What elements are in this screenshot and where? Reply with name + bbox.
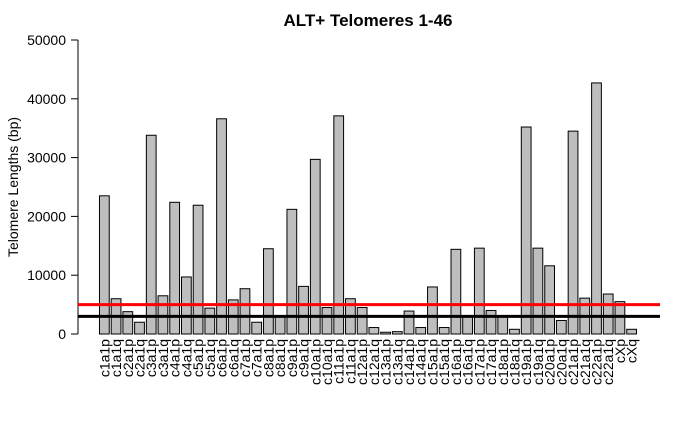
x-tick-label: c13a1p bbox=[378, 339, 394, 385]
bar-c20a1p bbox=[544, 265, 555, 335]
bar-c14a1q bbox=[415, 327, 427, 335]
x-tick-label: c19a1q bbox=[530, 339, 546, 385]
bar-c13a1q bbox=[391, 331, 403, 335]
x-tick-label: c6a1p bbox=[214, 339, 230, 377]
bar-c20a1q bbox=[555, 319, 567, 335]
bar-c4a1p bbox=[169, 201, 181, 335]
x-tick-label: c7a1p bbox=[237, 339, 253, 377]
x-tick-label: c6a1q bbox=[225, 339, 241, 377]
bar-c12a1p bbox=[356, 307, 368, 335]
bar-c21a1p bbox=[567, 130, 579, 335]
x-tick-label: c16a1q bbox=[460, 339, 476, 385]
bar-c9a1p bbox=[286, 208, 298, 335]
x-tick-label: c20a1q bbox=[553, 339, 569, 385]
x-tick-label: c7a1q bbox=[249, 339, 265, 377]
x-tick-label: c5a1p bbox=[190, 339, 206, 377]
x-tick-label: c4a1p bbox=[167, 339, 183, 377]
x-tick-label: c14a1q bbox=[413, 339, 429, 385]
y-axis-ticks: 0 10000 20000 30000 40000 50000 bbox=[27, 32, 78, 342]
y-tick-label: 40000 bbox=[27, 91, 66, 107]
x-tick-label: c15a1p bbox=[424, 339, 440, 385]
bar-c17a1q bbox=[485, 309, 497, 335]
x-tick-label: c21a1q bbox=[577, 339, 593, 385]
x-tick-label: c9a1q bbox=[296, 339, 312, 377]
bar-cXq bbox=[626, 328, 638, 335]
bar-c15a1p bbox=[427, 286, 438, 335]
bar-c10a1p bbox=[309, 158, 321, 335]
x-tick-label: c2a1q bbox=[132, 339, 148, 377]
y-axis-label: Telomere Lengths (bp) bbox=[5, 117, 21, 257]
x-tick-label: c4a1q bbox=[178, 339, 194, 377]
x-tick-label: cXq bbox=[624, 339, 640, 363]
x-tick-label: c1a1q bbox=[108, 339, 124, 377]
x-tick-label: c18a1p bbox=[495, 339, 511, 385]
bar-c11a1p bbox=[333, 115, 345, 335]
x-tick-label: c3a1q bbox=[155, 339, 171, 377]
bar-c22a1q bbox=[602, 293, 614, 335]
x-tick-label: c21a1p bbox=[565, 339, 581, 385]
x-tick-label: c10a1p bbox=[307, 339, 323, 385]
bar-c10a1q bbox=[321, 307, 333, 335]
x-tick-label: c10a1q bbox=[319, 339, 335, 385]
bar-c18a1p bbox=[497, 315, 509, 335]
reference-lines bbox=[78, 303, 660, 318]
x-axis-tick-labels: c1a1pc1a1qc2a1pc2a1qc3a1pc3a1qc4a1pc4a1q… bbox=[96, 339, 639, 385]
x-tick-label: c15a1q bbox=[436, 339, 452, 385]
y-tick-label: 30000 bbox=[27, 150, 66, 166]
bar-c15a1q bbox=[438, 327, 450, 335]
x-tick-label: c17a1q bbox=[483, 339, 499, 385]
x-tick-label: c16a1p bbox=[448, 339, 464, 385]
bar-c18a1q bbox=[509, 328, 520, 335]
x-tick-label: c17a1p bbox=[471, 339, 487, 385]
bar-c8a1p bbox=[263, 248, 274, 335]
y-tick-label: 10000 bbox=[27, 267, 66, 283]
bar-c5a1p bbox=[192, 204, 204, 335]
bar-c16a1p bbox=[450, 248, 462, 335]
bar-c2a1p bbox=[122, 311, 134, 335]
bar-c16a1q bbox=[462, 315, 473, 335]
bar-c19a1p bbox=[520, 126, 532, 335]
bar-c19a1q bbox=[532, 247, 544, 335]
x-tick-label: c11a1q bbox=[342, 339, 358, 384]
x-tick-label: c11a1p bbox=[331, 339, 347, 384]
bar-c2a1q bbox=[134, 321, 145, 335]
bar-c7a1p bbox=[239, 288, 251, 335]
x-tick-label: c5a1q bbox=[202, 339, 218, 377]
x-tick-label: c19a1p bbox=[518, 339, 534, 385]
x-tick-label: c18a1q bbox=[506, 339, 522, 385]
bar-c13a1p bbox=[380, 331, 391, 335]
bar-c6a1p bbox=[216, 118, 227, 335]
bar-c17a1p bbox=[473, 247, 485, 335]
x-tick-label: c8a1p bbox=[260, 339, 276, 377]
x-tick-label: c13a1q bbox=[389, 339, 405, 385]
x-tick-label: c8a1q bbox=[272, 339, 288, 377]
bar-c5a1q bbox=[204, 307, 216, 335]
x-tick-label: c9a1p bbox=[284, 339, 300, 377]
y-tick-label: 20000 bbox=[27, 208, 66, 224]
bar-c9a1q bbox=[298, 285, 309, 335]
y-tick-label: 50000 bbox=[27, 32, 66, 48]
bar-c8a1q bbox=[274, 315, 286, 335]
bar-c3a1p bbox=[145, 134, 157, 335]
bar-c12a1q bbox=[368, 327, 380, 335]
x-tick-label: c14a1p bbox=[401, 339, 417, 385]
x-tick-label: cXp bbox=[612, 339, 628, 363]
x-tick-label: c22a1q bbox=[600, 339, 616, 385]
x-tick-label: c2a1p bbox=[120, 339, 136, 377]
x-tick-label: c12a1p bbox=[354, 339, 370, 385]
chart-title: ALT+ Telomeres 1-46 bbox=[284, 11, 453, 30]
x-tick-label: c12a1q bbox=[366, 339, 382, 385]
x-tick-label: c22a1p bbox=[588, 339, 604, 385]
x-tick-label: c1a1p bbox=[96, 339, 112, 377]
bar-c14a1p bbox=[403, 310, 415, 335]
bar-c7a1q bbox=[251, 321, 263, 335]
bar-c22a1p bbox=[591, 82, 602, 335]
x-tick-label: c3a1p bbox=[143, 339, 159, 377]
bars-group bbox=[98, 82, 638, 335]
bar-c1a1p bbox=[98, 195, 110, 335]
y-tick-label: 0 bbox=[58, 326, 66, 342]
x-tick-label: c20a1p bbox=[542, 339, 558, 385]
